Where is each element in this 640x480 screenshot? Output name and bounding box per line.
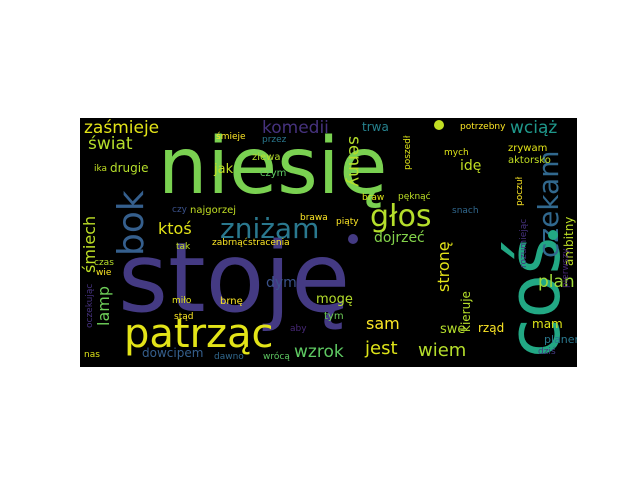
word: bok xyxy=(111,190,152,256)
word: brnę xyxy=(220,296,243,307)
word: stracenia xyxy=(248,238,290,248)
word: miło xyxy=(172,296,192,306)
word: głos xyxy=(370,199,432,234)
word: jest xyxy=(365,338,398,359)
word: rozumiejąc xyxy=(519,218,529,268)
word: zniżam xyxy=(220,212,320,245)
word: dowcipem xyxy=(142,346,204,360)
word: tak xyxy=(176,242,191,252)
word: zabrnąć xyxy=(212,238,248,248)
word: zrywam xyxy=(508,143,548,154)
dot-mark xyxy=(348,234,358,244)
word: przez xyxy=(262,135,287,145)
word: wie xyxy=(96,268,112,278)
word: mam xyxy=(532,317,563,331)
word: czekam xyxy=(532,150,565,258)
word: brawa xyxy=(300,213,328,223)
word-cloud: niesię stoję coś patrząc bok zniżam czek… xyxy=(80,118,577,367)
word: nas xyxy=(84,350,100,360)
word: trwa xyxy=(362,120,389,134)
word: swe xyxy=(440,322,466,337)
word: planem xyxy=(544,333,577,346)
word: czas xyxy=(94,258,114,268)
word: najgorzej xyxy=(190,205,237,216)
word: świat xyxy=(88,134,133,154)
word: piąty xyxy=(336,217,359,227)
word: oczekując xyxy=(85,283,95,328)
word: pęknąć xyxy=(398,192,431,202)
word: braw xyxy=(362,193,385,203)
word: plan xyxy=(538,272,575,292)
word: dawno xyxy=(214,352,244,362)
word: poczuł xyxy=(515,176,525,206)
word: jak xyxy=(214,162,234,177)
word: ziewa xyxy=(252,152,281,163)
word: śmieje xyxy=(216,132,246,142)
word: komedii xyxy=(262,118,329,138)
word: lamp xyxy=(94,286,113,326)
word: wzrok xyxy=(294,342,344,362)
word: zaśmieje xyxy=(84,118,160,138)
word: potrzebny xyxy=(460,122,506,132)
word: wiem xyxy=(418,340,467,361)
word: dojrzeć xyxy=(374,230,425,246)
word: senny xyxy=(344,136,364,187)
word: ika xyxy=(94,164,108,174)
word: aby xyxy=(290,324,307,334)
word: niesię xyxy=(158,122,388,212)
word: sam xyxy=(366,314,400,333)
word: stąd xyxy=(174,312,194,322)
word: mych xyxy=(444,148,469,158)
dot-mark xyxy=(548,230,558,240)
word: wciąż xyxy=(510,118,558,138)
word: stoję xyxy=(118,222,351,334)
word: czym xyxy=(260,168,287,179)
word: wrócą xyxy=(263,352,290,362)
word: stronę xyxy=(434,241,453,292)
word: dziś xyxy=(538,347,556,357)
word: aktorsko xyxy=(508,155,551,166)
word: pierwszy xyxy=(561,248,571,288)
word: snach xyxy=(452,206,479,216)
dot-mark xyxy=(434,120,444,130)
word: idę xyxy=(460,158,482,174)
word: drugie xyxy=(110,161,149,175)
word: rząd xyxy=(478,321,505,335)
word: ktoś xyxy=(158,219,192,238)
word: tym xyxy=(324,311,344,322)
word: patrząc xyxy=(124,311,274,357)
word: mogę xyxy=(316,292,353,307)
word: dym xyxy=(266,275,297,291)
word: czy xyxy=(172,205,187,215)
word: poszedł xyxy=(403,135,413,170)
